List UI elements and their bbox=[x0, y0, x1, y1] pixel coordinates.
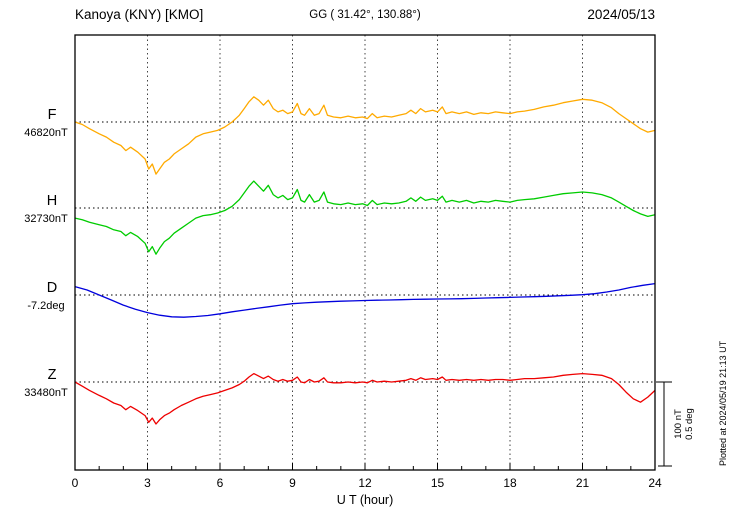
channel-label-D: D bbox=[47, 280, 57, 296]
x-tick-label: 9 bbox=[289, 476, 296, 490]
trace-Z bbox=[74, 372, 656, 425]
channel-baseline-value-F: 46820nT bbox=[24, 127, 68, 139]
channel-label-H: H bbox=[47, 193, 57, 209]
channel-label-F: F bbox=[48, 107, 57, 123]
x-axis-title: U T (hour) bbox=[337, 493, 394, 507]
x-tick-label: 0 bbox=[72, 476, 79, 490]
trace-H bbox=[74, 180, 656, 255]
geographic-coords: GG ( 31.42°, 130.88°) bbox=[309, 9, 421, 21]
trace-F bbox=[74, 96, 656, 175]
scale-bar-deg-label: 0.5 deg bbox=[684, 408, 695, 440]
channel-baseline-value-H: 32730nT bbox=[24, 213, 68, 225]
x-tick-label: 24 bbox=[648, 476, 662, 490]
x-tick-label: 3 bbox=[144, 476, 151, 490]
plotted-at-note: Plotted at 2024/05/19 21:13 UT bbox=[718, 340, 728, 466]
channel-baseline-value-Z: 33480nT bbox=[24, 387, 68, 399]
trace-D bbox=[74, 282, 656, 318]
x-tick-label: 12 bbox=[358, 476, 372, 490]
scale-bar-nt-label: 100 nT bbox=[673, 409, 684, 439]
observation-date: 2024/05/13 bbox=[587, 7, 655, 22]
station-title: Kanoya (KNY) [KMO] bbox=[75, 7, 203, 22]
x-tick-label: 6 bbox=[217, 476, 224, 490]
x-tick-label: 15 bbox=[431, 476, 445, 490]
plot-area: F 46820nT H 32730nT D -7.2deg Z 33480nT 0 3 6 9 12 15… bbox=[24, 34, 728, 490]
plot-frame bbox=[74, 34, 656, 471]
channel-baseline-value-D: -7.2deg bbox=[27, 300, 64, 312]
channel-label-Z: Z bbox=[48, 367, 57, 383]
x-tick-label: 21 bbox=[576, 476, 590, 490]
x-tick-label: 18 bbox=[503, 476, 517, 490]
